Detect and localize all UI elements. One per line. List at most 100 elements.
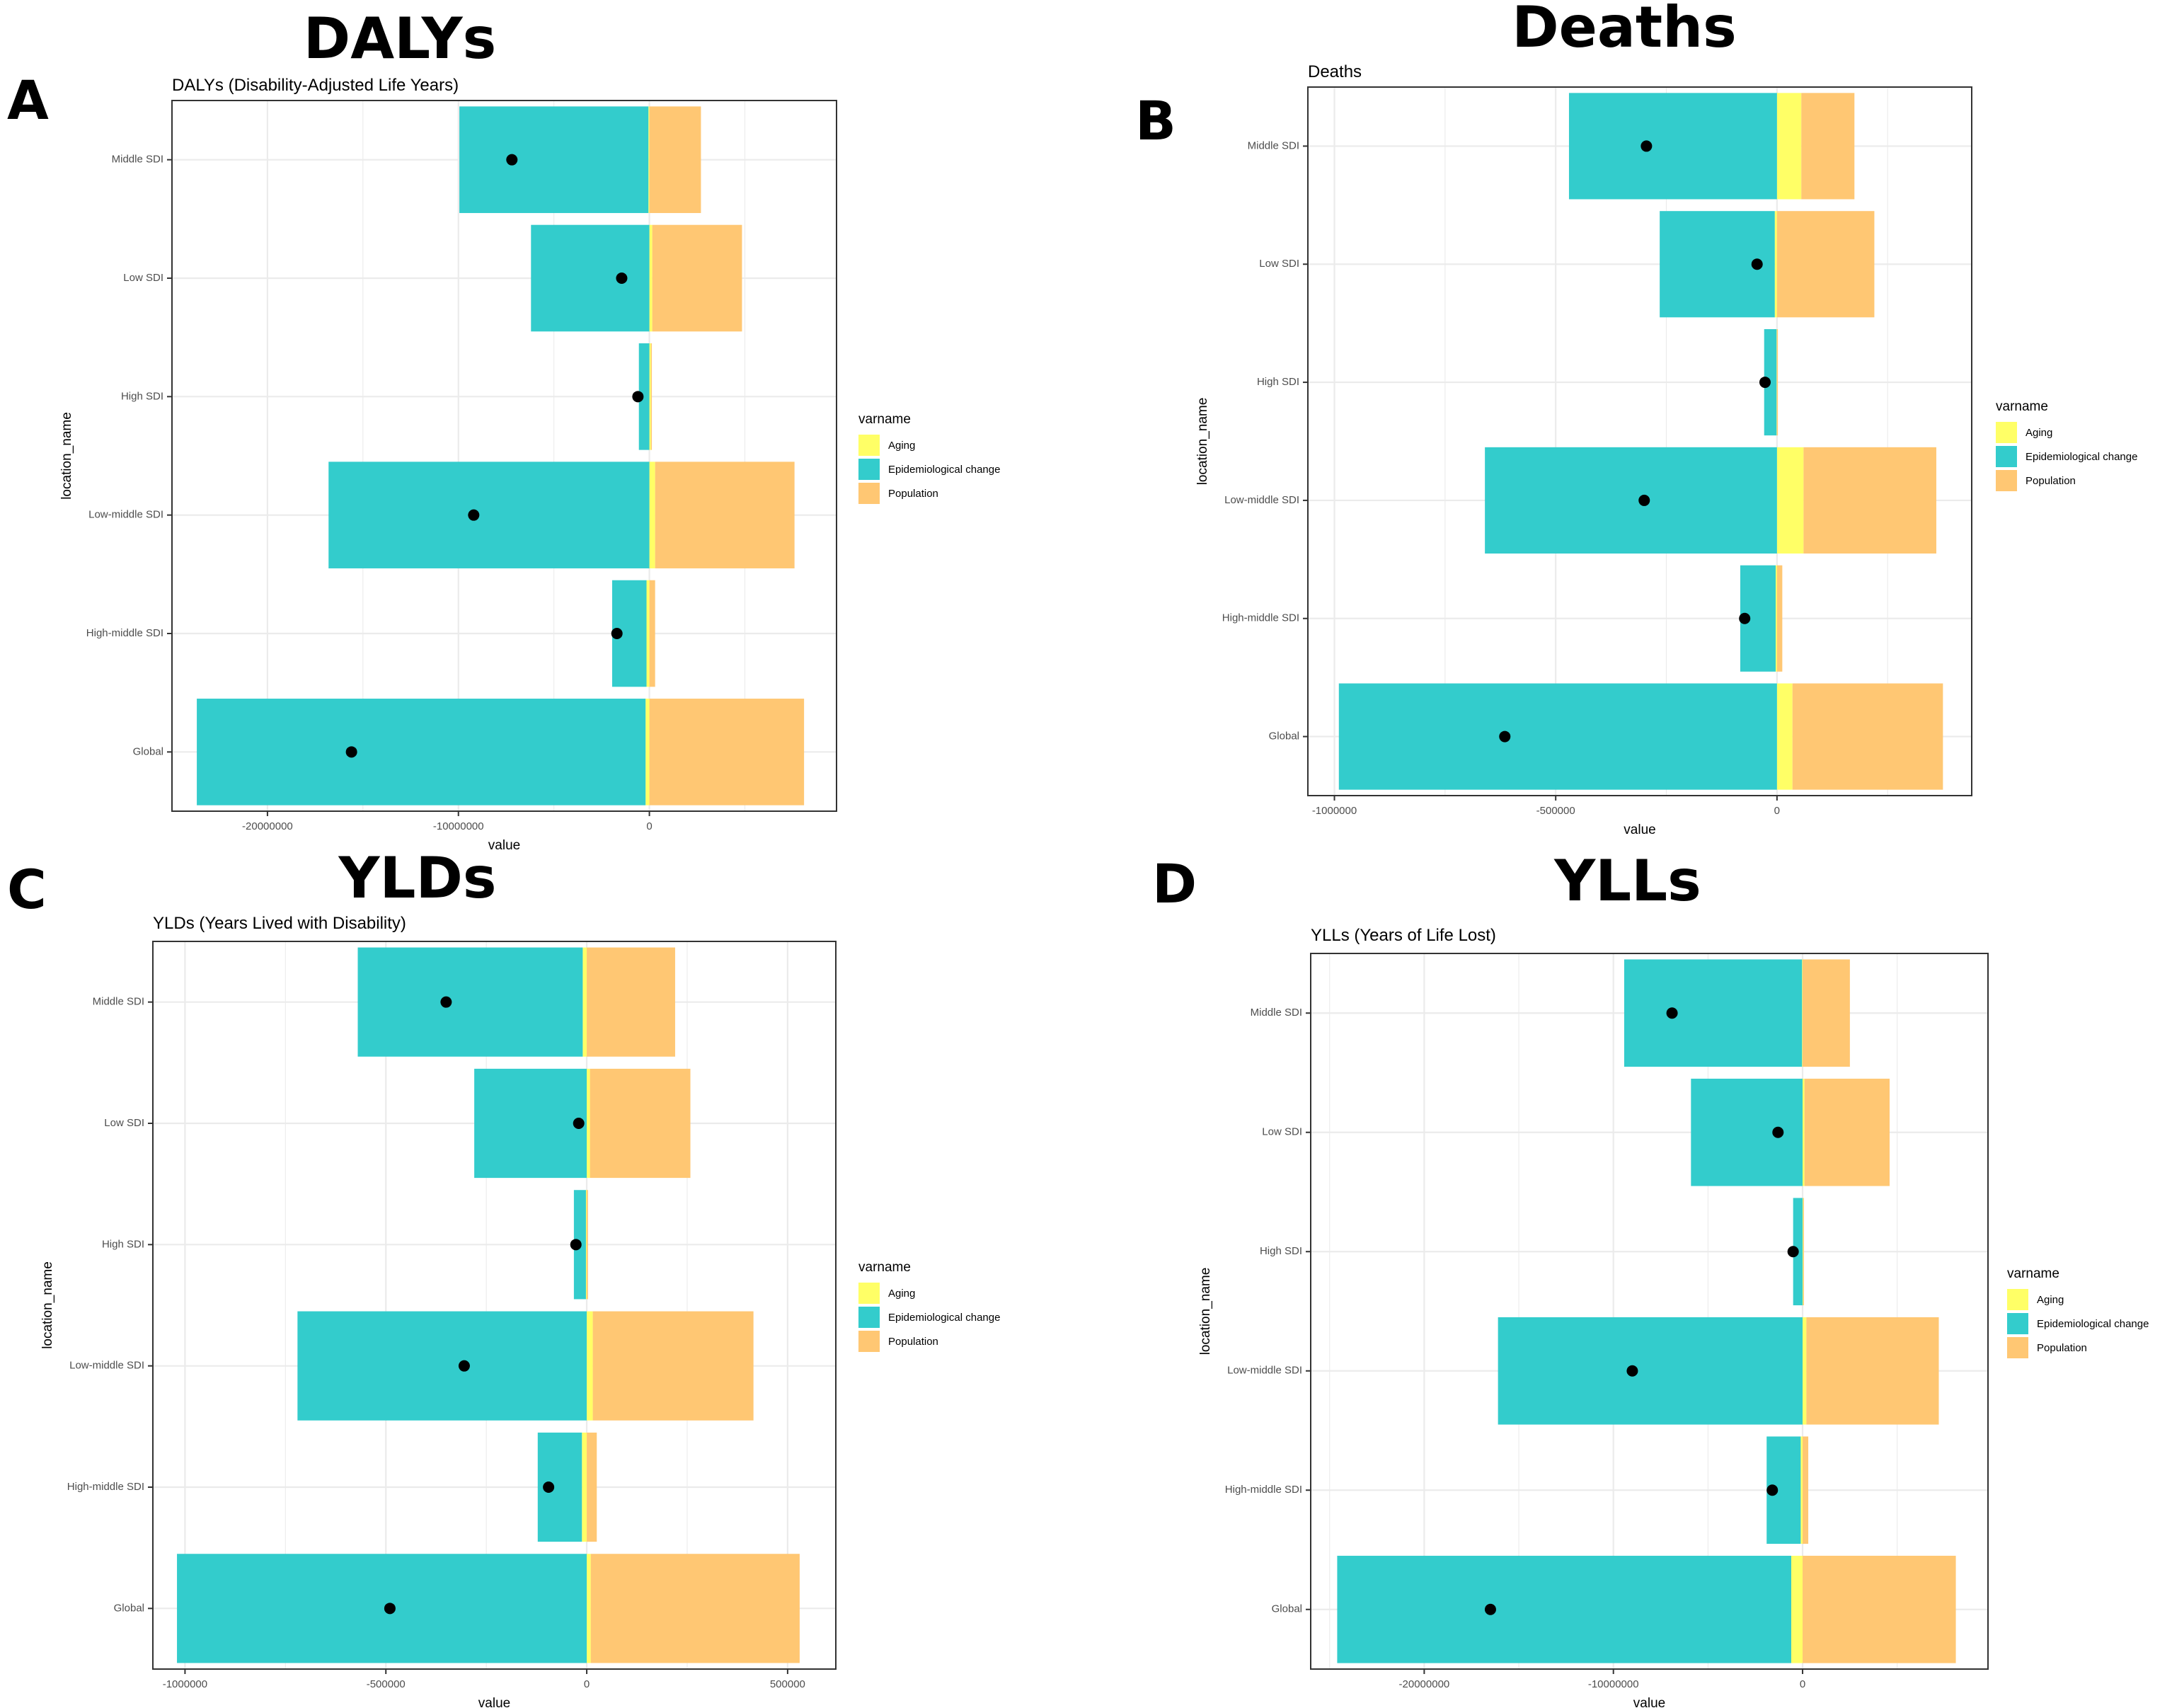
bar-population: [1803, 1436, 1809, 1544]
bar-epidemiological-change: [357, 947, 583, 1057]
bar-aging: [646, 580, 650, 687]
legend-key: [1996, 422, 2017, 443]
x-tick-label: 500000: [770, 1678, 805, 1690]
bar-population: [587, 947, 675, 1057]
legend-label: Population: [888, 1336, 938, 1348]
bar-epidemiological-change: [1337, 1555, 1791, 1663]
plot-frame: [171, 100, 837, 812]
x-tick-label: 0: [1800, 1678, 1805, 1690]
panel-d: D YLLs YLLs (Years of Life Lost) Middle SDI…: [1152, 848, 2149, 1708]
y-tick-label: High-middle SDI: [1222, 612, 1299, 624]
bar-population: [1806, 1317, 1939, 1425]
legend-key: [1996, 446, 2017, 467]
legend-key: [858, 483, 880, 504]
bar-aging: [648, 106, 650, 213]
y-tick-label: Low-middle SDI: [1224, 494, 1299, 506]
bar-population: [655, 462, 795, 568]
legend-label: Aging: [888, 440, 915, 452]
overall-point: [1499, 730, 1511, 743]
bar-aging: [1803, 1317, 1807, 1425]
plot-title: DALYs (Disability-Adjusted Life Years): [172, 76, 459, 95]
bar-epidemiological-change: [1498, 1317, 1803, 1425]
overall-point: [543, 1481, 555, 1493]
y-tick-label: High SDI: [121, 390, 163, 402]
bar-aging: [645, 699, 650, 806]
x-tick-label: 0: [1774, 805, 1780, 817]
overall-point: [468, 509, 480, 521]
bar-aging: [649, 462, 655, 568]
legend-key: [2007, 1337, 2028, 1358]
overall-point: [611, 628, 623, 639]
plot-frame: [152, 941, 837, 1670]
x-axis-title: value: [488, 838, 520, 853]
legend-key: [1996, 470, 2017, 491]
bar-aging: [1776, 447, 1804, 554]
panel-letter: D: [1152, 852, 1197, 915]
panel-heading: DALYs: [304, 6, 496, 71]
bar-epidemiological-change: [297, 1311, 587, 1421]
legend: varname Aging Epidemiological change Popula…: [2007, 1266, 2149, 1358]
bar-epidemiological-change: [1338, 683, 1777, 790]
bar-aging: [1776, 93, 1802, 200]
bar-population: [649, 699, 805, 806]
bar-epidemiological-change: [474, 1068, 587, 1179]
bar-epidemiological-change: [1485, 447, 1777, 554]
legend-label: Epidemiological change: [888, 464, 1000, 476]
y-tick-label: Low-middle SDI: [88, 509, 163, 521]
y-tick-label: Low SDI: [1262, 1126, 1302, 1138]
x-tick-label: -1000000: [163, 1678, 207, 1690]
legend-key: [858, 435, 880, 456]
panel-letter: B: [1135, 89, 1176, 152]
legend-label: Population: [2026, 475, 2076, 487]
x-axis-title: value: [1624, 823, 1655, 837]
y-tick-label: High SDI: [102, 1238, 144, 1250]
bar-epidemiological-change: [459, 106, 649, 213]
bar-population: [1776, 565, 1783, 672]
y-tick-label: High SDI: [1257, 376, 1299, 388]
bar-aging: [1803, 1078, 1805, 1186]
y-tick-label: Low SDI: [1259, 258, 1299, 270]
legend-title: varname: [2007, 1266, 2059, 1281]
legend-key: [858, 1283, 880, 1304]
panel-a: A DALYs DALYs (Disability-Adjusted Life Ye…: [7, 6, 1000, 853]
bar-population: [1803, 447, 1936, 554]
bar-aging: [585, 1190, 587, 1300]
overall-point: [1626, 1365, 1638, 1377]
x-axis-title: value: [1633, 1696, 1665, 1708]
bar-population: [652, 224, 742, 332]
legend-label: Aging: [2026, 427, 2052, 439]
y-tick-label: High SDI: [1260, 1245, 1302, 1257]
y-tick-label: Global: [133, 745, 163, 757]
plot-frame: [1307, 86, 1972, 796]
legend-label: Aging: [2037, 1294, 2064, 1306]
bar-population: [650, 343, 653, 450]
legend-key: [858, 459, 880, 480]
plot-background: [1308, 87, 1972, 796]
legend-title: varname: [858, 412, 911, 427]
bar-epidemiological-change: [177, 1554, 587, 1663]
y-tick-label: Middle SDI: [1248, 139, 1299, 151]
bar-epidemiological-change: [197, 699, 646, 806]
bar-population: [590, 1554, 800, 1663]
x-tick-label: -1000000: [1312, 805, 1357, 817]
bar-epidemiological-change: [531, 224, 650, 332]
x-tick-label: -10000000: [433, 820, 484, 832]
overall-point: [573, 1118, 585, 1129]
overall-point: [458, 1360, 470, 1372]
overall-point: [1772, 1126, 1784, 1138]
bar-population: [1803, 1198, 1804, 1306]
bar-aging: [587, 1311, 593, 1421]
panel-heading: Deaths: [1512, 0, 1736, 60]
bar-aging: [649, 343, 651, 450]
bar-epidemiological-change: [1691, 1078, 1803, 1186]
panel-b: B Deaths Deaths Middle SDI Low SDI High SDI Lo…: [1135, 0, 2137, 837]
bar-population: [1801, 93, 1855, 200]
y-tick-label: High-middle SDI: [67, 1481, 144, 1493]
overall-point: [616, 273, 628, 284]
y-tick-label: Low SDI: [123, 272, 163, 284]
panel-c: C YLDs YLDs (Years Lived with Disability) M…: [7, 845, 1000, 1708]
overall-point: [1638, 494, 1650, 506]
bar-population: [1776, 211, 1875, 318]
overall-point: [1484, 1603, 1496, 1615]
